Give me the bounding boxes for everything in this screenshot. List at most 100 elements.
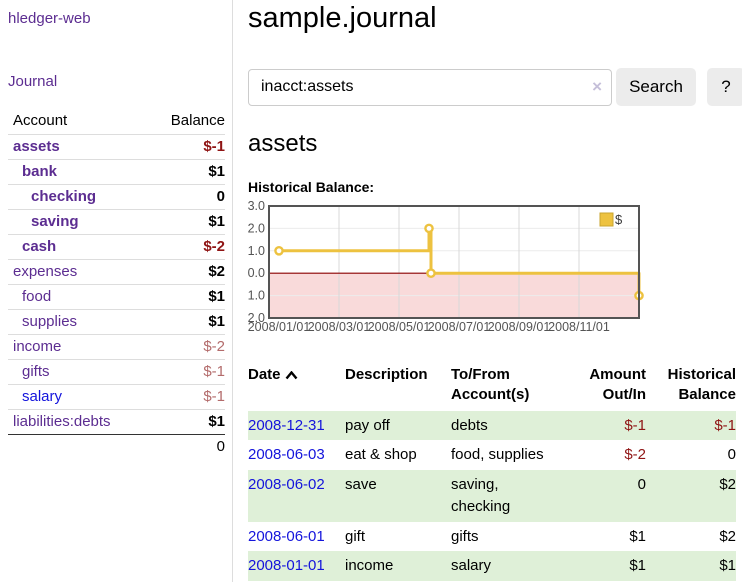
account-link[interactable]: saving (31, 213, 79, 230)
account-balance: $-2 (145, 234, 225, 260)
svg-text:2008/05/01: 2008/05/01 (368, 320, 431, 334)
svg-text:2008/03/01: 2008/03/01 (308, 320, 371, 334)
svg-text:1.0: 1.0 (248, 244, 265, 258)
transaction-accounts: gifts (451, 527, 479, 545)
account-row: checking 0 (8, 184, 225, 210)
account-balance: $1 (145, 284, 225, 310)
account-heading: assets (248, 130, 318, 157)
account-balance: $1 (145, 159, 225, 185)
account-link[interactable]: expenses (13, 263, 78, 280)
account-row: bank $1 (8, 159, 225, 185)
transaction-description: eat & shop (345, 446, 417, 464)
account-row: food $1 (8, 284, 225, 310)
account-balance: $-1 (145, 359, 225, 385)
accounts-table: Account Balance assets $-1 bank $1 checking 0… (8, 108, 225, 459)
account-balance: $1 (145, 409, 225, 435)
account-row: income $-2 (8, 334, 225, 360)
transaction-balance: $2 (719, 527, 736, 545)
svg-text:$: $ (615, 212, 623, 227)
chart-svg: $3.0 2.0 1.0 0.0 -1.0 -2.02008/01/012008/03/0… (248, 201, 644, 334)
transaction-balance: $-1 (646, 410, 736, 441)
account-link[interactable]: assets (13, 138, 60, 155)
page-title: sample.journal (248, 2, 437, 34)
account-balance: $1 (145, 309, 225, 335)
transaction-description: gift (345, 527, 366, 545)
transactions-header-row: Date Description To/From Account(s) Amou… (248, 362, 736, 411)
historical-balance-chart: $3.0 2.0 1.0 0.0 -1.0 -2.02008/01/012008/03/0… (248, 201, 742, 341)
account-row: salary $-1 (8, 384, 225, 410)
chart-title: Historical Balance: (248, 179, 375, 195)
transaction-date-link[interactable]: 2008-06-01 (248, 527, 325, 545)
svg-text:2.0: 2.0 (248, 221, 265, 235)
account-row: cash $-2 (8, 234, 225, 260)
account-row: liabilities:debts $1 (8, 409, 225, 435)
transaction-amount: $-1 (569, 410, 646, 441)
transaction-amount: 0 (569, 470, 646, 522)
search-bar: × Search ? (248, 68, 742, 106)
account-row: supplies $1 (8, 309, 225, 335)
accounts-total-row: 0 (8, 434, 225, 459)
svg-text:-1.0: -1.0 (248, 289, 265, 303)
svg-text:2008/07/01: 2008/07/01 (428, 320, 491, 334)
column-accounts: To/From Account(s) (451, 366, 530, 404)
search-button[interactable]: Search (616, 68, 696, 106)
account-link[interactable]: food (22, 288, 52, 305)
transaction-balance: $1 (646, 551, 736, 581)
account-row: saving $1 (8, 209, 225, 235)
sort-asc-icon (285, 365, 298, 385)
transaction-amount: $1 (569, 551, 646, 581)
account-link[interactable]: checking (31, 188, 97, 205)
column-description: Description (345, 366, 428, 383)
transaction-row: 2008-06-01 gift gifts $1 $2 (248, 522, 736, 552)
transaction-amount: $-2 (624, 446, 646, 464)
sidebar-item-journal: Journal (8, 73, 224, 90)
transactions-table: Date Description To/From Account(s) Amou… (248, 362, 736, 581)
svg-text:2008/09/01: 2008/09/01 (488, 320, 551, 334)
transaction-accounts: debts (451, 410, 569, 441)
transaction-balance: $2 (646, 470, 736, 522)
transaction-date-link[interactable]: 2008-01-01 (248, 557, 325, 575)
accounts-header-row: Account Balance (8, 108, 225, 135)
account-link[interactable]: supplies (22, 313, 78, 330)
transaction-balance: 0 (727, 446, 736, 464)
help-button[interactable]: ? (707, 68, 742, 106)
transaction-row: 2008-06-03 eat & shop food, supplies $-2 0 (248, 440, 736, 470)
transaction-description: save (345, 470, 451, 522)
account-link[interactable]: gifts (22, 363, 50, 380)
app-title-link[interactable]: hledger-web (8, 10, 91, 27)
search-input[interactable] (248, 68, 612, 106)
accounts-column-balance: Balance (170, 112, 225, 129)
account-balance: $1 (145, 209, 225, 235)
account-link[interactable]: income (13, 338, 62, 355)
column-amount: Amount Out/In (589, 366, 646, 404)
transaction-date-link[interactable]: 2008-06-03 (248, 446, 325, 464)
transaction-accounts: salary (451, 551, 569, 581)
account-link[interactable]: liabilities:debts (13, 413, 111, 430)
transaction-amount: $1 (629, 527, 646, 545)
account-balance: $2 (145, 259, 225, 285)
sidebar: hledger-web Journal Account Balance asse… (0, 0, 233, 582)
main-content: sample.journal × Search ? assets Histori… (233, 0, 742, 582)
transaction-date-link[interactable]: 2008-06-02 (248, 476, 325, 493)
svg-text:-2.0: -2.0 (248, 311, 265, 325)
app-title: hledger-web (8, 10, 224, 27)
account-link[interactable]: bank (22, 163, 58, 180)
transaction-date-link[interactable]: 2008-12-31 (248, 416, 325, 434)
account-row: expenses $2 (8, 259, 225, 285)
account-balance: $-1 (145, 134, 225, 160)
journal-link[interactable]: Journal (8, 73, 58, 90)
account-link[interactable]: salary (22, 388, 63, 405)
account-balance: $-1 (145, 384, 225, 410)
account-link[interactable]: cash (22, 238, 57, 255)
clear-search-icon[interactable]: × (592, 76, 602, 96)
account-row: gifts $-1 (8, 359, 225, 385)
account-balance: 0 (145, 184, 225, 210)
transaction-row: 2008-01-01 income salary $1 $1 (248, 551, 736, 581)
transaction-accounts: food, supplies (451, 446, 544, 464)
svg-text:3.0: 3.0 (248, 201, 265, 213)
column-date[interactable]: Date (248, 362, 345, 411)
accounts-total: 0 (145, 434, 225, 459)
svg-text:2008/11/01: 2008/11/01 (548, 320, 610, 334)
accounts-column-account: Account (13, 112, 68, 129)
